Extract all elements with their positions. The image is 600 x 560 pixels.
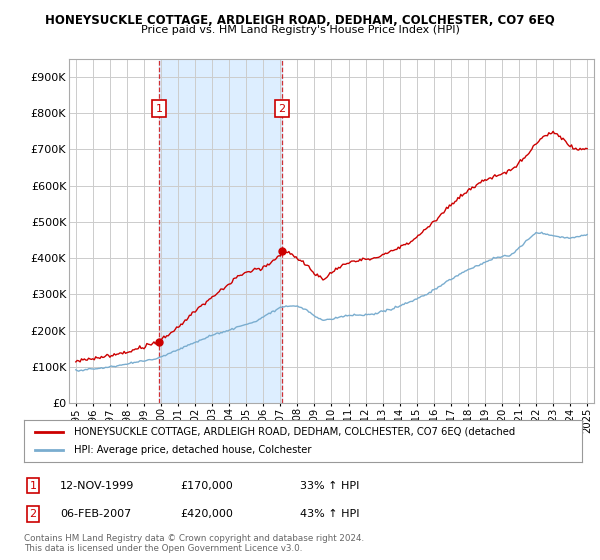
- Text: HPI: Average price, detached house, Colchester: HPI: Average price, detached house, Colc…: [74, 445, 312, 455]
- Text: 1: 1: [29, 480, 37, 491]
- Text: 33% ↑ HPI: 33% ↑ HPI: [300, 480, 359, 491]
- Text: 43% ↑ HPI: 43% ↑ HPI: [300, 509, 359, 519]
- Text: 1: 1: [155, 104, 163, 114]
- Text: £420,000: £420,000: [180, 509, 233, 519]
- Text: £170,000: £170,000: [180, 480, 233, 491]
- Text: HONEYSUCKLE COTTAGE, ARDLEIGH ROAD, DEDHAM, COLCHESTER, CO7 6EQ: HONEYSUCKLE COTTAGE, ARDLEIGH ROAD, DEDH…: [45, 14, 555, 27]
- Text: 06-FEB-2007: 06-FEB-2007: [60, 509, 131, 519]
- Text: 2: 2: [278, 104, 286, 114]
- Bar: [159, 59, 282, 403]
- Text: 12-NOV-1999: 12-NOV-1999: [60, 480, 134, 491]
- Text: 2: 2: [29, 509, 37, 519]
- Text: HONEYSUCKLE COTTAGE, ARDLEIGH ROAD, DEDHAM, COLCHESTER, CO7 6EQ (detached: HONEYSUCKLE COTTAGE, ARDLEIGH ROAD, DEDH…: [74, 427, 515, 437]
- Text: Price paid vs. HM Land Registry's House Price Index (HPI): Price paid vs. HM Land Registry's House …: [140, 25, 460, 35]
- Text: Contains HM Land Registry data © Crown copyright and database right 2024.
This d: Contains HM Land Registry data © Crown c…: [24, 534, 364, 553]
